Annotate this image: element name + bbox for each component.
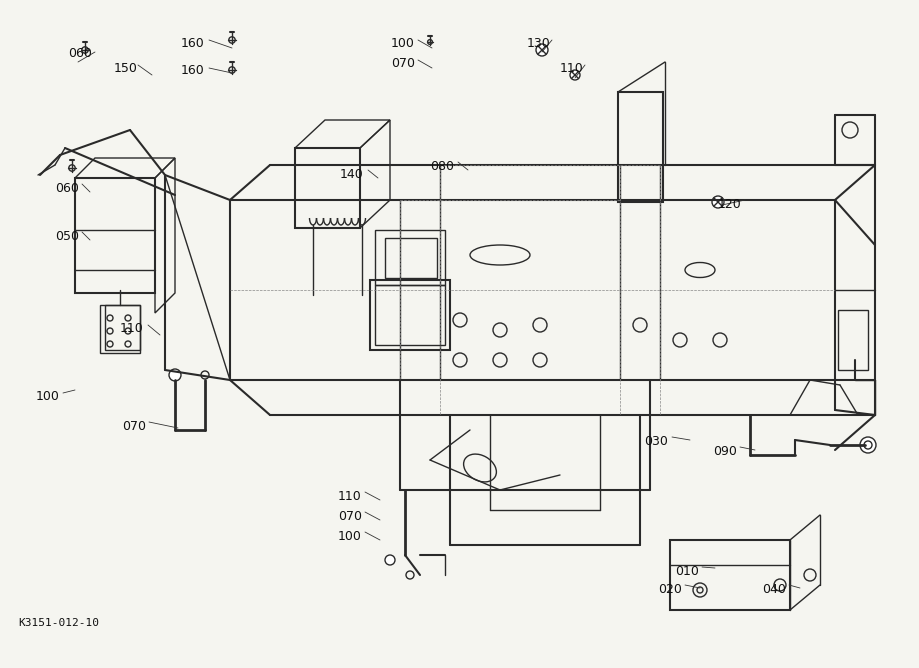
Text: K3151-012-10: K3151-012-10 [18, 618, 99, 628]
Bar [370, 280, 450, 350]
Circle shape [385, 555, 395, 565]
Text: 150: 150 [114, 62, 138, 75]
Text: 080: 080 [430, 160, 454, 173]
Bar [618, 92, 663, 202]
Circle shape [536, 44, 548, 56]
Text: 160: 160 [181, 64, 205, 77]
Bar [295, 148, 360, 228]
Text: 030: 030 [644, 435, 668, 448]
Text: 160: 160 [181, 37, 205, 50]
Text: 060: 060 [55, 182, 79, 195]
Circle shape [169, 369, 181, 381]
Text: 070: 070 [122, 420, 146, 433]
Text: 050: 050 [55, 230, 79, 243]
Text: 070: 070 [338, 510, 362, 523]
Bar [75, 178, 155, 293]
Text: 010: 010 [675, 565, 698, 578]
Circle shape [712, 196, 724, 208]
Text: 070: 070 [391, 57, 415, 70]
Text: 100: 100 [338, 530, 362, 543]
Circle shape [860, 437, 876, 453]
Bar [838, 310, 868, 370]
Text: 120: 120 [718, 198, 742, 211]
Bar [385, 238, 437, 278]
Bar [100, 305, 140, 353]
Bar [105, 305, 140, 350]
Circle shape [570, 70, 580, 80]
Text: 110: 110 [560, 62, 584, 75]
Text: 110: 110 [120, 322, 143, 335]
Text: 140: 140 [340, 168, 364, 181]
Text: 020: 020 [658, 583, 682, 596]
Text: 100: 100 [391, 37, 414, 50]
Bar [375, 285, 445, 345]
Text: 110: 110 [338, 490, 362, 503]
Text: 130: 130 [527, 37, 550, 50]
Bar [375, 230, 445, 285]
Text: 090: 090 [713, 445, 737, 458]
Text: 040: 040 [762, 583, 786, 596]
Bar [670, 540, 790, 610]
Text: 100: 100 [36, 390, 60, 403]
Text: 060: 060 [68, 47, 92, 60]
